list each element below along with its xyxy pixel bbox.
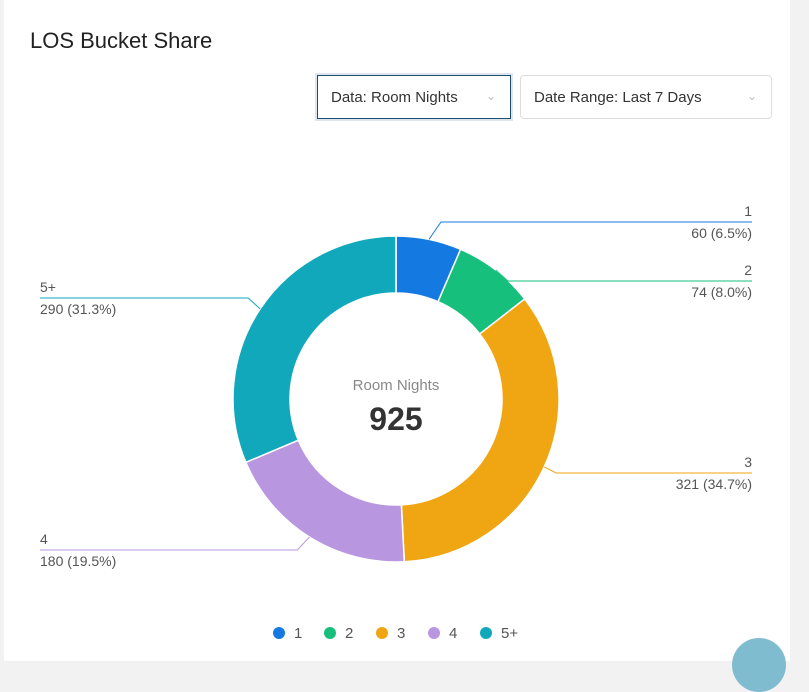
donut-chart: 1 60 (6.5%) 2 74 (8.0%) 3 321 (34.7%) 4 180 (19… (40, 203, 752, 642)
chevron-down-icon: ⌄ (485, 89, 496, 103)
slice-5+ (232, 235, 397, 464)
legend-marker (324, 627, 336, 639)
legend-marker (273, 627, 285, 639)
date-range-select[interactable]: Date Range: Last 7 Days ⌄ (520, 75, 772, 119)
slice-category-label: 2 (744, 262, 752, 278)
leader-line (543, 466, 752, 474)
date-range-label: Date Range: Last 7 Days (534, 88, 702, 106)
leader-line (40, 297, 261, 310)
slice-3 (400, 297, 560, 563)
leader-line (428, 221, 752, 240)
slice-category-label: 1 (744, 203, 752, 219)
data-select-label: Data: Room Nights (331, 88, 458, 106)
leader-line (495, 269, 752, 282)
slice-value-label: 74 (8.0%) (691, 284, 752, 300)
legend-label-1: 1 (294, 625, 302, 642)
data-select[interactable]: Data: Room Nights ⌄ (317, 75, 511, 119)
chevron-down-icon: ⌄ (746, 89, 757, 103)
leader-line (40, 536, 310, 551)
legend-marker (428, 627, 440, 639)
chat-button[interactable] (732, 638, 786, 692)
legend-marker (376, 627, 388, 639)
slice-4 (244, 439, 406, 563)
legend-marker (480, 627, 492, 639)
legend-label-2: 2 (345, 625, 353, 642)
slice-category-label: 3 (744, 454, 752, 470)
center-value: 925 (369, 401, 422, 437)
legend-label-4: 4 (449, 625, 457, 642)
card-title: LOS Bucket Share (30, 28, 213, 53)
slice-value-label: 290 (31.3%) (40, 301, 116, 317)
slice-value-label: 180 (19.5%) (40, 553, 116, 569)
slice-category-label: 5+ (40, 279, 56, 295)
slice-value-label: 321 (34.7%) (676, 476, 752, 492)
legend-label-3: 3 (397, 625, 405, 642)
slice-value-label: 60 (6.5%) (691, 225, 752, 241)
slice-category-label: 4 (40, 531, 48, 547)
center-label: Room Nights (353, 377, 440, 394)
legend-label-5+: 5+ (501, 625, 518, 642)
